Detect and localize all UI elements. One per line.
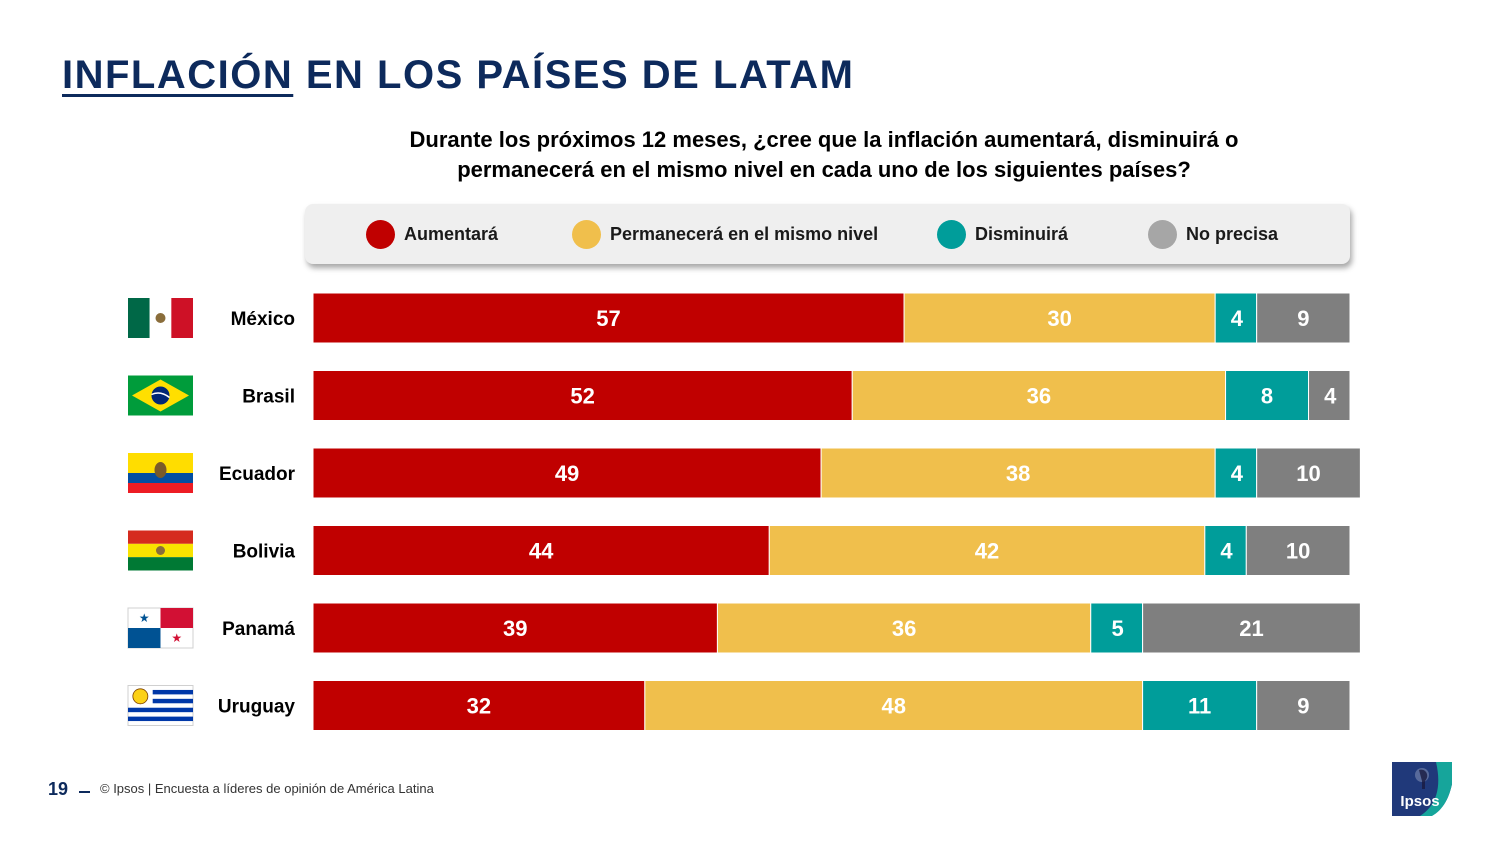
data-label-mexico-aumentara: 57 bbox=[596, 306, 620, 331]
bar-bolivia-disminuira bbox=[1204, 525, 1247, 576]
panama-flag-blue-quarter bbox=[128, 628, 161, 648]
ipsos-logo: Ipsos bbox=[1392, 762, 1452, 816]
page-number: 19 bbox=[48, 779, 69, 799]
bolivia-flag-green bbox=[128, 557, 193, 571]
panama-flag-red-star: ★ bbox=[171, 631, 182, 645]
bar-uruguay-aumentara bbox=[312, 680, 646, 731]
data-label-brasil-disminuira: 8 bbox=[1261, 384, 1273, 409]
bar-bolivia-no-precisa bbox=[1245, 525, 1351, 576]
ipsos-logo-text: Ipsos bbox=[1400, 793, 1439, 810]
mexico-flag-green bbox=[128, 298, 150, 338]
bar-bolivia-permanecera-en-el-mismo-nivel bbox=[768, 525, 1206, 576]
data-label-ecuador-aumentara: 49 bbox=[555, 461, 579, 486]
question-line-2: permanecerá en el mismo nivel en cada un… bbox=[457, 157, 1191, 182]
bolivia-flag-emblem bbox=[156, 546, 165, 555]
category-label-mexico: México bbox=[231, 309, 295, 330]
bar-panama-no-precisa bbox=[1142, 602, 1361, 654]
bar-bolivia-aumentara bbox=[312, 525, 770, 576]
category-label-brasil: Brasil bbox=[242, 387, 295, 408]
data-label-uruguay-no-precisa: 9 bbox=[1297, 694, 1309, 719]
data-label-bolivia-disminuira: 4 bbox=[1220, 539, 1233, 564]
uruguay-flag-stripe bbox=[152, 698, 193, 704]
bar-brasil-no-precisa bbox=[1308, 370, 1351, 421]
footer-dash bbox=[79, 791, 90, 793]
category-label-bolivia: Bolivia bbox=[233, 542, 296, 563]
legend-label-no-precisa: No precisa bbox=[1186, 223, 1279, 244]
legend-swatch-no-precisa bbox=[1148, 219, 1177, 249]
bar-uruguay-permanecera-en-el-mismo-nivel bbox=[644, 680, 1144, 731]
brazil-flag-band bbox=[151, 392, 170, 399]
data-label-uruguay-disminuira: 11 bbox=[1188, 694, 1211, 719]
data-label-mexico-no-precisa: 9 bbox=[1297, 306, 1309, 331]
bar-uruguay-no-precisa bbox=[1256, 680, 1351, 731]
question-line-1: Durante los próximos 12 meses, ¿cree que… bbox=[409, 127, 1239, 152]
data-label-panama-no-precisa: 21 bbox=[1239, 616, 1263, 641]
category-label-ecuador: Ecuador bbox=[219, 464, 296, 485]
legend-swatch-permanecera bbox=[572, 219, 601, 249]
bar-ecuador-aumentara bbox=[312, 447, 822, 499]
bar-brasil-permanecera-en-el-mismo-nivel bbox=[851, 370, 1227, 421]
data-label-bolivia-permanecera-en-el-mismo-nivel: 42 bbox=[975, 539, 999, 564]
footer-copyright: © Ipsos | Encuesta a líderes de opinión … bbox=[100, 781, 434, 796]
legend-item-no-precisa: No precisa bbox=[1148, 204, 1278, 264]
brazil-flag-globe bbox=[151, 386, 170, 405]
title-underlined-word: INFLACIÓN bbox=[62, 53, 294, 97]
data-label-bolivia-no-precisa: 10 bbox=[1286, 539, 1310, 564]
data-label-uruguay-aumentara: 32 bbox=[467, 694, 491, 719]
data-label-brasil-aumentara: 52 bbox=[570, 384, 594, 409]
ecuador-flag-emblem bbox=[154, 462, 167, 478]
title-rest: EN LOS PAÍSES DE LATAM bbox=[293, 53, 855, 97]
bar-brasil-disminuira bbox=[1225, 370, 1310, 421]
data-label-brasil-permanecera-en-el-mismo-nivel: 36 bbox=[1027, 384, 1051, 409]
bar-ecuador-permanecera-en-el-mismo-nivel bbox=[820, 447, 1216, 499]
legend-item-permanecera: Permanecerá en el mismo nivel bbox=[572, 204, 878, 264]
uruguay-flag-stripe bbox=[128, 707, 193, 713]
data-label-bolivia-aumentara: 44 bbox=[529, 539, 554, 564]
uruguay-flag-stripe bbox=[128, 716, 193, 722]
legend-item-disminuira: Disminuirá bbox=[937, 204, 1068, 264]
ecuador-flag-red bbox=[128, 483, 193, 493]
uruguay-flag-stripe bbox=[152, 689, 193, 695]
data-label-ecuador-permanecera-en-el-mismo-nivel: 38 bbox=[1006, 461, 1030, 486]
bar-ecuador-no-precisa bbox=[1256, 447, 1361, 499]
bar-panama-disminuira bbox=[1090, 602, 1144, 654]
mexico-flag-emblem bbox=[155, 313, 166, 323]
legend-item-aumentara: Aumentará bbox=[366, 204, 498, 264]
data-label-mexico-permanecera-en-el-mismo-nivel: 30 bbox=[1047, 306, 1071, 331]
category-label-panama: Panamá bbox=[222, 619, 295, 640]
data-label-brasil-no-precisa: 4 bbox=[1324, 384, 1337, 409]
page-title: INFLACIÓN EN LOS PAÍSES DE LATAM bbox=[62, 50, 854, 100]
legend-label-aumentara: Aumentará bbox=[404, 223, 499, 244]
uruguay-flag-sun bbox=[132, 688, 149, 705]
bolivia-flag-red bbox=[128, 530, 193, 544]
chart-legend: Aumentará Permanecerá en el mismo nivel … bbox=[305, 204, 1350, 264]
data-label-panama-aumentara: 39 bbox=[503, 616, 527, 641]
panama-flag-red-quarter bbox=[160, 608, 193, 628]
survey-question: Durante los próximos 12 meses, ¿cree que… bbox=[300, 125, 1348, 185]
data-label-panama-permanecera-en-el-mismo-nivel: 36 bbox=[892, 616, 916, 641]
bar-brasil-aumentara bbox=[312, 370, 853, 421]
legend-label-disminuira: Disminuirá bbox=[975, 223, 1069, 244]
legend-swatch-aumentara bbox=[366, 219, 395, 249]
bar-mexico-permanecera-en-el-mismo-nivel bbox=[903, 292, 1216, 344]
bar-mexico-no-precisa bbox=[1256, 292, 1351, 344]
legend-label-permanecera: Permanecerá en el mismo nivel bbox=[610, 223, 879, 244]
data-label-mexico-disminuira: 4 bbox=[1231, 306, 1244, 331]
bar-panama-permanecera-en-el-mismo-nivel bbox=[716, 602, 1092, 654]
bar-uruguay-disminuira bbox=[1142, 680, 1258, 731]
legend-swatch-disminuira bbox=[937, 219, 966, 249]
bar-ecuador-disminuira bbox=[1214, 447, 1258, 499]
data-label-ecuador-disminuira: 4 bbox=[1231, 461, 1244, 486]
data-label-panama-disminuira: 5 bbox=[1112, 616, 1124, 641]
panama-flag-blue-star: ★ bbox=[139, 611, 150, 625]
data-label-uruguay-permanecera-en-el-mismo-nivel: 48 bbox=[881, 694, 905, 719]
data-label-ecuador-no-precisa: 10 bbox=[1296, 461, 1320, 486]
mexico-flag-red bbox=[171, 298, 193, 338]
category-label-uruguay: Uruguay bbox=[218, 697, 296, 718]
